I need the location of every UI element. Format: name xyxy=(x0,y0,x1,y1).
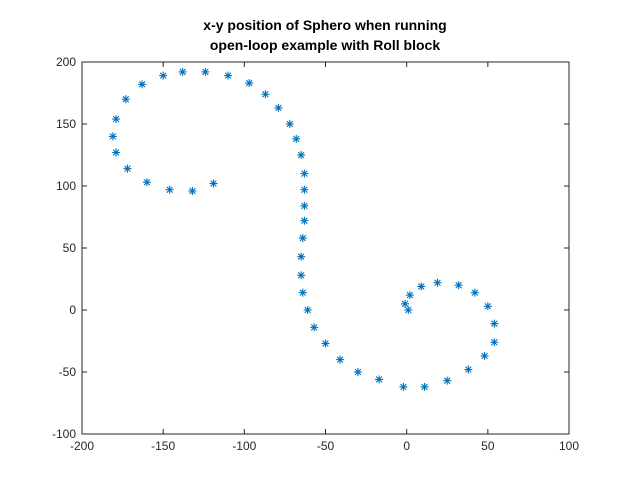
data-point xyxy=(224,71,233,80)
x-tick-label: 50 xyxy=(481,439,495,453)
x-tick-label: -200 xyxy=(70,439,94,453)
plot-area xyxy=(81,61,570,435)
data-point xyxy=(483,302,492,311)
data-point xyxy=(300,216,309,225)
x-tick-label: -100 xyxy=(232,439,256,453)
data-point xyxy=(321,339,330,348)
data-point xyxy=(245,79,254,88)
x-tick-label: -150 xyxy=(151,439,175,453)
data-point xyxy=(285,120,294,128)
y-axis-ticks: -100 -50 0 50 100 150 200 xyxy=(52,55,569,441)
y-tick-label: -50 xyxy=(59,365,77,379)
data-point xyxy=(188,186,197,195)
data-point xyxy=(454,281,463,290)
data-point xyxy=(404,306,413,314)
data-point xyxy=(470,288,479,297)
data-point xyxy=(490,319,499,328)
data-point xyxy=(405,291,414,300)
chart-title-line-2: open-loop example with Roll block xyxy=(210,37,440,53)
data-point xyxy=(298,288,307,297)
data-point xyxy=(108,132,117,141)
y-tick-label: 200 xyxy=(56,55,76,69)
data-point xyxy=(112,148,121,157)
data-point xyxy=(300,201,309,210)
data-point xyxy=(420,382,429,391)
y-tick-label: 50 xyxy=(63,241,77,255)
data-point xyxy=(123,164,132,173)
data-point xyxy=(433,278,442,287)
data-point xyxy=(112,115,121,124)
data-point xyxy=(121,95,130,104)
data-point xyxy=(303,306,312,314)
y-tick-label: 0 xyxy=(69,303,76,317)
data-point xyxy=(297,252,306,261)
data-point xyxy=(480,351,489,360)
data-point xyxy=(297,271,306,280)
y-tick-label: 100 xyxy=(56,179,76,193)
data-point xyxy=(401,299,410,308)
x-tick-label: 100 xyxy=(559,439,579,453)
data-point xyxy=(138,80,147,89)
data-point xyxy=(274,103,283,112)
data-point xyxy=(297,151,306,159)
data-point xyxy=(443,376,452,385)
data-point xyxy=(310,323,319,332)
data-point xyxy=(292,134,301,143)
data-point xyxy=(142,178,151,187)
data-point xyxy=(209,179,218,188)
y-tick-label: -100 xyxy=(52,427,76,441)
data-point xyxy=(336,355,345,364)
data-point xyxy=(261,90,270,99)
data-point xyxy=(353,368,362,376)
data-point xyxy=(178,67,187,76)
chart-title-line-1: x-y position of Sphero when running xyxy=(203,17,446,33)
data-point xyxy=(399,382,408,391)
x-axis-ticks: -200 -150 -100 -50 0 50 100 xyxy=(70,62,579,453)
x-tick-label: 0 xyxy=(403,439,410,453)
data-points xyxy=(108,67,499,391)
data-point xyxy=(159,71,168,80)
data-point xyxy=(300,185,309,194)
y-tick-label: 150 xyxy=(56,117,76,131)
data-point xyxy=(201,67,210,76)
data-point xyxy=(300,169,309,178)
data-point xyxy=(298,234,307,243)
data-point xyxy=(375,375,384,384)
data-point xyxy=(464,365,473,374)
data-point xyxy=(165,185,174,194)
data-point xyxy=(417,282,426,291)
x-tick-label: -50 xyxy=(317,439,335,453)
data-point xyxy=(490,338,499,347)
